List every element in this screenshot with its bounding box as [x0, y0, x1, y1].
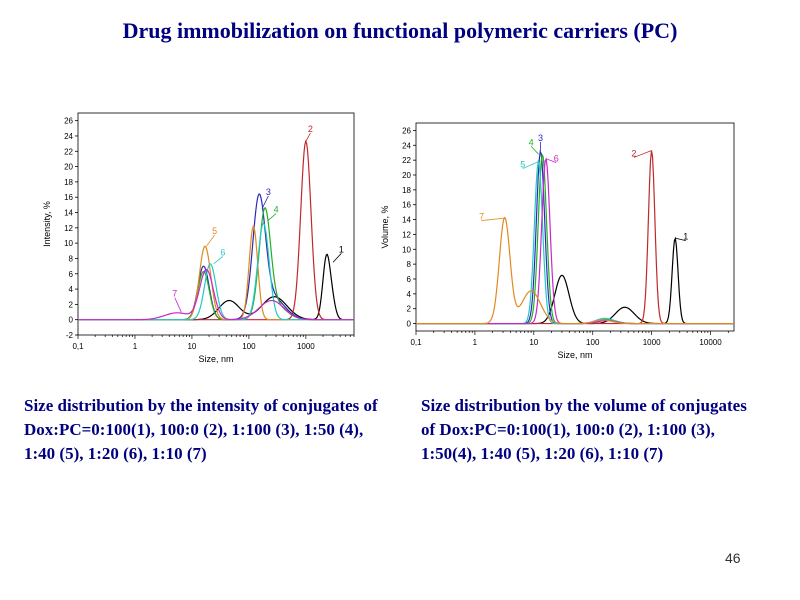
series-label-2: 2: [631, 148, 636, 158]
y-tick-label: 16: [64, 193, 73, 202]
y-tick-label: 8: [407, 260, 412, 269]
series-label-4: 4: [529, 137, 534, 147]
x-tick-label: 100: [242, 342, 256, 351]
series-leader-2: [305, 132, 311, 142]
y-tick-label: 22: [402, 156, 411, 165]
series-line-7: [416, 216, 734, 325]
y-tick-label: 16: [402, 201, 411, 210]
y-tick-label: 24: [64, 132, 73, 141]
x-tick-label: 1: [133, 342, 138, 351]
series-leader-1: [674, 237, 686, 242]
series-label-6: 6: [220, 247, 225, 257]
y-tick-label: 12: [64, 224, 73, 233]
y-tick-label: -2: [66, 331, 74, 340]
x-tick-label: 1000: [297, 342, 315, 351]
y-tick-label: 18: [402, 186, 411, 195]
y-tick-label: 2: [69, 300, 74, 309]
plot-frame: [415, 122, 735, 332]
y-tick-label: 6: [407, 275, 412, 284]
y-axis-label: Intensity, %: [42, 201, 52, 247]
series-leader-7: [481, 217, 505, 221]
series-leader-5: [206, 234, 215, 247]
series-leader-3: [261, 195, 269, 209]
series-label-7: 7: [172, 289, 177, 299]
x-tick-label: 1: [473, 338, 478, 347]
series-leader-6: [545, 158, 557, 164]
x-axis-label: Size, nm: [557, 350, 592, 360]
series-line-7: [78, 268, 354, 321]
x-tick-label: 10: [187, 342, 196, 351]
plot-frame: [77, 112, 355, 336]
y-tick-label: 8: [69, 254, 74, 263]
series-label-3: 3: [266, 187, 271, 197]
page-number: 46: [725, 550, 741, 566]
y-tick-label: 26: [64, 117, 73, 126]
series-leader-6: [213, 256, 224, 265]
series-label-3: 3: [538, 133, 543, 143]
y-axis-label: Volume, %: [380, 205, 390, 248]
x-axis-label: Size, nm: [198, 354, 233, 364]
series-label-1: 1: [339, 244, 344, 254]
y-tick-label: 14: [64, 209, 73, 218]
y-tick-label: 6: [69, 270, 74, 279]
series-label-5: 5: [520, 160, 525, 170]
y-tick-label: 4: [407, 290, 412, 299]
x-tick-label: 0,1: [410, 338, 422, 347]
volume-chart-caption: Size distribution by the volume of conju…: [421, 396, 747, 463]
y-tick-label: 0: [407, 320, 412, 329]
y-tick-label: 4: [69, 285, 74, 294]
series-leader-7: [174, 297, 182, 313]
y-tick-label: 10: [64, 239, 73, 248]
y-tick-label: 20: [402, 171, 411, 180]
y-tick-label: 0: [69, 316, 74, 325]
series-line-5: [416, 159, 734, 325]
x-tick-label: 10: [529, 338, 538, 347]
x-tick-label: 0,1: [72, 342, 84, 351]
x-tick-label: 100: [586, 338, 600, 347]
y-tick-label: 12: [402, 230, 411, 239]
series-label-4: 4: [274, 205, 279, 215]
x-tick-label: 10000: [699, 338, 722, 347]
series-label-6: 6: [554, 154, 559, 164]
series-leader-1: [332, 253, 342, 263]
y-tick-label: 24: [402, 141, 411, 150]
y-tick-label: 14: [402, 216, 411, 225]
y-tick-label: 20: [64, 163, 73, 172]
y-tick-label: 26: [402, 126, 411, 135]
y-tick-label: 18: [64, 178, 73, 187]
series-leader-5: [522, 161, 539, 169]
intensity-chart-caption: Size distribution by the intensity of co…: [24, 396, 378, 463]
x-tick-label: 1000: [643, 338, 661, 347]
y-tick-label: 22: [64, 147, 73, 156]
series-leader-2: [633, 150, 652, 158]
series-leader-4: [268, 213, 277, 221]
series-label-5: 5: [212, 226, 217, 236]
series-label-2: 2: [308, 124, 313, 134]
slide-title: Drug immobilization on functional polyme…: [122, 18, 678, 43]
series-label-1: 1: [683, 232, 688, 242]
series-line-1: [416, 236, 734, 325]
y-tick-label: 2: [407, 305, 412, 314]
series-leader-4: [530, 146, 539, 155]
y-tick-label: 10: [402, 245, 411, 254]
series-label-7: 7: [479, 212, 484, 222]
